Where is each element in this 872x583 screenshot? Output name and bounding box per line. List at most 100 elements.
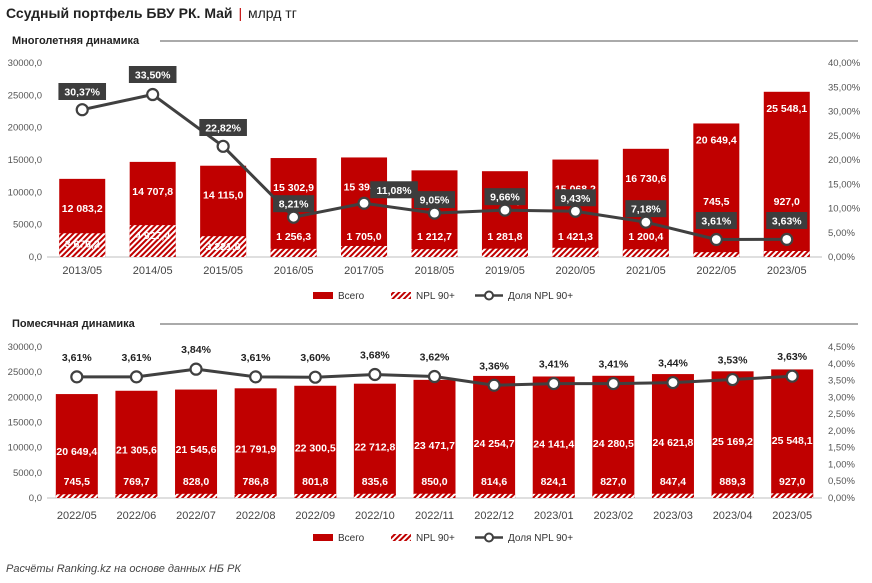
data-label-npl: 850,0 xyxy=(421,476,447,488)
data-label-npl: 927,0 xyxy=(779,476,805,488)
bar-npl xyxy=(59,233,106,257)
point-share xyxy=(368,367,382,382)
data-label-box xyxy=(484,188,526,206)
data-label-share: 3,68% xyxy=(360,350,390,362)
bar-total xyxy=(651,374,694,498)
x-tick-label: 2023/04 xyxy=(713,510,753,522)
x-tick-label: 2022/06 xyxy=(117,510,157,522)
data-label-npl: 1 421,3 xyxy=(558,231,593,243)
point-share xyxy=(639,215,653,229)
point-share xyxy=(249,370,263,384)
legend-label-total: Всего xyxy=(338,533,365,544)
data-label-total: 21 791,9 xyxy=(235,444,276,456)
data-label-npl: 927,0 xyxy=(774,196,800,208)
point-share xyxy=(308,370,322,384)
legend: Всего NPL 90+ Доля NPL 90+ xyxy=(313,290,573,302)
point-share xyxy=(427,206,442,220)
point-share xyxy=(146,87,160,102)
x-tick-label: 2022/11 xyxy=(415,510,454,522)
data-label-npl: 828,0 xyxy=(183,476,209,488)
y-tick-label: 20000,0 xyxy=(8,123,42,134)
data-label-share: 3,36% xyxy=(479,360,509,372)
data-label-total: 20 649,4 xyxy=(56,446,97,458)
y-tick-label: 30000,0 xyxy=(8,58,42,69)
x-tick-label: 2014/05 xyxy=(133,265,173,277)
bar-npl xyxy=(473,493,516,498)
y-tick-label: 5000,0 xyxy=(13,468,42,479)
y2-tick-label: 4,50% xyxy=(828,342,855,353)
bar-npl xyxy=(200,236,247,257)
data-label-share: 3,62% xyxy=(420,352,450,364)
legend-swatch-total xyxy=(313,292,333,299)
y2-tick-label: 1,50% xyxy=(828,443,855,454)
x-tick-label: 2022/12 xyxy=(474,510,514,522)
source-footnote: Расчёты Ranking.kz на основе данных НБ Р… xyxy=(6,563,241,575)
point-share xyxy=(216,139,230,153)
data-label-npl: 3 221,0 xyxy=(206,241,241,253)
data-label-total: 21 545,6 xyxy=(176,444,217,456)
legend-label-npl: NPL 90+ xyxy=(416,533,455,544)
bar-npl xyxy=(55,494,98,498)
bar-npl xyxy=(234,494,277,498)
y2-tick-label: 3,00% xyxy=(828,392,855,403)
data-label-share: 9,43% xyxy=(561,193,591,205)
legend-label-total: Всего xyxy=(338,291,365,302)
data-label-npl: 786,8 xyxy=(243,476,269,488)
data-label-total: 24 280,5 xyxy=(593,438,634,450)
data-label-npl: 745,5 xyxy=(703,196,729,208)
bar-npl xyxy=(175,493,218,498)
y-tick-label: 25000,0 xyxy=(8,367,42,378)
data-label-total: 20 649,4 xyxy=(696,134,737,146)
data-label-total: 25 548,1 xyxy=(766,103,807,115)
y2-tick-label: 10,00% xyxy=(828,204,861,215)
data-label-share: 9,05% xyxy=(420,195,450,207)
bar-npl xyxy=(341,245,388,257)
data-label-npl: 3 670,2 xyxy=(65,238,100,250)
x-tick-label: 2023/05 xyxy=(772,510,812,522)
data-label-share: 11,08% xyxy=(377,185,413,197)
y2-tick-label: 1,00% xyxy=(828,459,855,470)
data-label-total: 24 141,4 xyxy=(533,438,574,450)
point-share xyxy=(606,376,620,391)
y2-tick-label: 4,00% xyxy=(828,359,855,370)
data-label-total: 24 254,7 xyxy=(474,438,515,450)
bar-total xyxy=(234,388,277,498)
data-label-box xyxy=(128,66,177,83)
data-label-total: 24 621,8 xyxy=(653,437,694,449)
point-share xyxy=(666,375,680,390)
title-separator: | xyxy=(238,5,243,21)
data-label-share: 22,82% xyxy=(205,123,241,135)
data-label-total: 22 300,5 xyxy=(295,442,336,454)
data-label-share: 3,53% xyxy=(718,355,748,367)
y-tick-label: 20000,0 xyxy=(8,392,42,403)
x-tick-label: 2016/05 xyxy=(274,265,314,277)
data-label-npl: 1 705,0 xyxy=(347,231,382,243)
title-unit: млрд тг xyxy=(247,5,297,21)
point-share xyxy=(709,232,723,247)
point-share xyxy=(780,232,794,246)
legend-swatch-marker xyxy=(484,290,494,301)
y-tick-label: 10000,0 xyxy=(8,187,42,198)
data-label-npl: 801,8 xyxy=(302,476,328,488)
x-tick-label: 2019/05 xyxy=(485,265,525,277)
bar-npl xyxy=(353,493,396,498)
x-tick-label: 2023/01 xyxy=(534,510,574,522)
x-tick-label: 2020/05 xyxy=(556,265,596,277)
y-tick-label: 0,0 xyxy=(29,493,42,504)
y2-tick-label: 2,50% xyxy=(828,409,855,420)
point-share xyxy=(189,362,203,376)
data-label-npl: 827,0 xyxy=(600,476,626,488)
data-label-box xyxy=(58,83,107,100)
data-label-share: 8,21% xyxy=(279,199,309,211)
point-share xyxy=(70,370,84,384)
data-label-share: 3,84% xyxy=(181,344,211,356)
bar-npl xyxy=(532,493,575,498)
y2-tick-label: 0,00% xyxy=(828,493,855,504)
data-label-share: 33,50% xyxy=(135,70,171,82)
data-label-total: 22 712,8 xyxy=(354,442,395,454)
point-share xyxy=(498,203,512,217)
y2-tick-label: 25,00% xyxy=(828,131,861,142)
page-title: Ссудный портфель БВУ РК. Май | млрд тг xyxy=(6,5,297,21)
data-label-npl: 1 256,3 xyxy=(276,231,311,243)
